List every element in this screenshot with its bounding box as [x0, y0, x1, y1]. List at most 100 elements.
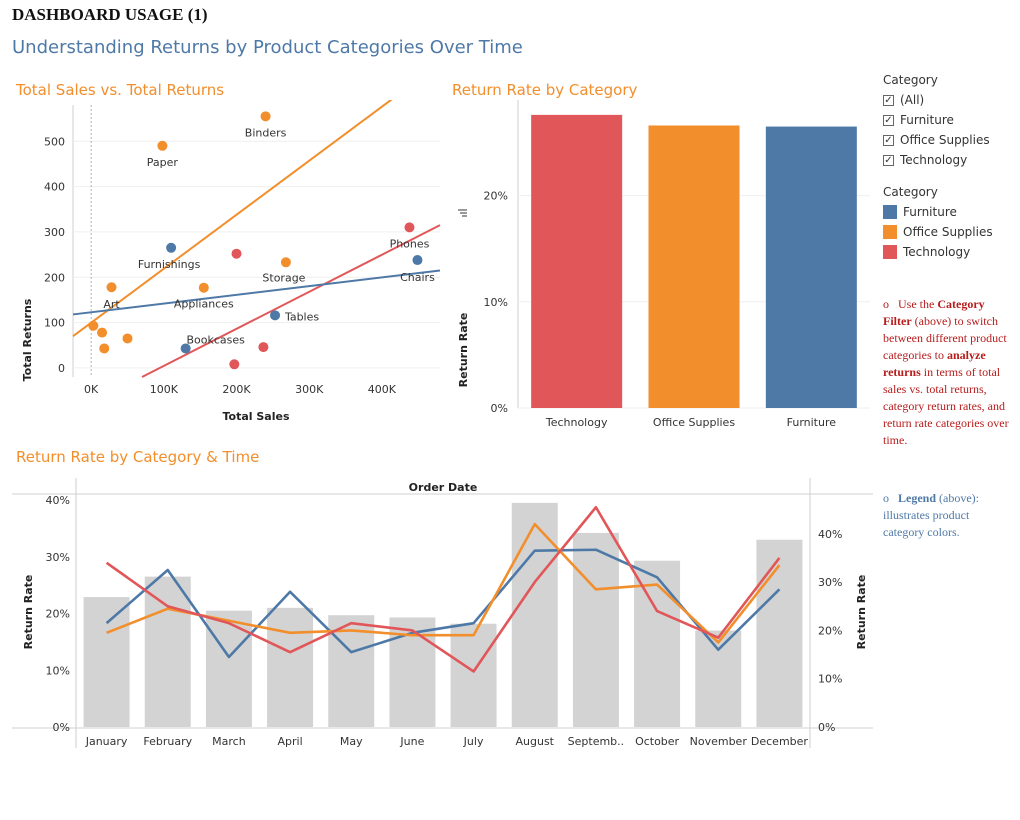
- category-bar: [531, 114, 623, 409]
- filter-option-all[interactable]: ✓ (All): [883, 90, 990, 110]
- trend-line: [72, 100, 393, 338]
- checkbox-checked-icon[interactable]: ✓: [883, 134, 894, 146]
- category-filter: Category ✓ (All) ✓ Furniture ✓ Office Su…: [883, 73, 990, 170]
- bar-x-tick-label: Furniture: [787, 416, 837, 429]
- series-line: [106, 522, 781, 644]
- legend-item-label: Office Supplies: [903, 225, 993, 239]
- month-bar: [450, 623, 497, 727]
- scatter-y-tick-label: 200: [44, 271, 65, 284]
- bar-x-tick-label: Office Supplies: [653, 416, 735, 429]
- note-bold-text: analyze returns: [883, 348, 986, 379]
- scatter-y-tick-label: 100: [44, 317, 65, 330]
- category-bar: [765, 126, 857, 408]
- scatter-title: Total Sales vs. Total Returns: [16, 81, 225, 99]
- bar-title: Return Rate by Category: [452, 81, 638, 99]
- note-text: (above): illustrates product category co…: [883, 491, 979, 539]
- filter-option-furniture[interactable]: ✓ Furniture: [883, 110, 990, 130]
- timeline-x-tick-label: November: [690, 735, 748, 748]
- scatter-x-tick-label: 0K: [84, 383, 99, 396]
- timeline-x-tick-label: April: [278, 735, 303, 748]
- timeline-right-tick-label: 40%: [818, 528, 842, 541]
- note-bold-text: Category Filter: [883, 297, 985, 328]
- timeline-right-tick-label: 30%: [818, 576, 842, 589]
- scatter-point-label: Bookcases: [186, 333, 245, 346]
- sort-icon[interactable]: [458, 209, 467, 217]
- scatter-point-label: Phones: [390, 237, 430, 250]
- timeline-x-tick-label: October: [635, 735, 679, 748]
- checkbox-checked-icon[interactable]: ✓: [883, 94, 894, 106]
- month-bar: [205, 610, 252, 727]
- filter-option-label: Technology: [900, 153, 968, 167]
- scatter-point: [231, 248, 242, 259]
- scatter-y-tick-label: 300: [44, 226, 65, 239]
- note-bullet: o: [883, 491, 889, 505]
- note-text: in terms of total sales vs. total return…: [883, 365, 1009, 447]
- month-bar: [328, 615, 375, 727]
- scatter-point: [412, 255, 423, 266]
- legend-note: o Legend (above): illustrates product ca…: [883, 490, 1013, 541]
- timeline-x-tick-label: August: [516, 735, 555, 748]
- bar-y-tick-label: 20%: [484, 190, 508, 203]
- filter-heading: Category: [883, 73, 938, 87]
- scatter-point: [99, 343, 110, 354]
- scatter-point: [180, 343, 191, 354]
- legend-item-label: Technology: [903, 245, 971, 259]
- category-bar: [648, 125, 740, 408]
- scatter-point: [157, 140, 168, 151]
- filter-option-label: (All): [900, 93, 925, 107]
- note-bold-text: Legend: [898, 491, 937, 505]
- scatter-x-tick-label: 200K: [222, 383, 251, 396]
- trend-line: [72, 269, 441, 316]
- timeline-left-tick-label: 0%: [53, 721, 70, 734]
- scatter-chart: 0 100 200 300 400 500 0K 100K 200K 300K 400K Binde…: [21, 100, 441, 423]
- month-bar: [572, 532, 619, 727]
- return-rate-bar-chart: Technology Office Supplies Furniture 0% 10% 2…: [457, 100, 870, 429]
- scatter-point: [229, 359, 240, 370]
- scatter-y-axis-title: Total Returns: [21, 298, 34, 381]
- checkbox-checked-icon[interactable]: ✓: [883, 154, 894, 166]
- return-rate-time-chart: January February March April May June July Augu…: [12, 478, 873, 748]
- scatter-point-label: Appliances: [174, 298, 234, 311]
- scatter-y-tick-label: 500: [44, 135, 65, 148]
- legend-item-furniture[interactable]: Furniture: [883, 202, 993, 222]
- scatter-point: [260, 111, 271, 122]
- scatter-point: [198, 282, 209, 293]
- timeline-right-y-axis-title: Return Rate: [855, 575, 868, 650]
- dashboard-subtitle: Understanding Returns by Product Categor…: [12, 37, 523, 58]
- timeline-x-tick-label: January: [85, 735, 128, 748]
- scatter-x-tick-label: 100K: [150, 383, 179, 396]
- timeline-left-tick-label: 10%: [46, 664, 70, 677]
- legend-item-technology[interactable]: Technology: [883, 242, 993, 262]
- scatter-x-tick-label: 400K: [368, 383, 397, 396]
- scatter-point: [122, 333, 133, 344]
- checkbox-checked-icon[interactable]: ✓: [883, 114, 894, 126]
- month-bar: [695, 630, 742, 727]
- legend-item-office-supplies[interactable]: Office Supplies: [883, 222, 993, 242]
- timeline-x-tick-label: March: [212, 735, 246, 748]
- dashboard-title: DASHBOARD USAGE (1): [12, 5, 208, 24]
- month-bar: [83, 597, 130, 727]
- note-bullet: o: [883, 297, 889, 311]
- filter-option-label: Office Supplies: [900, 133, 990, 147]
- scatter-x-axis-title: Total Sales: [222, 410, 289, 423]
- scatter-y-tick-label: 0: [58, 362, 65, 375]
- scatter-point-label: Tables: [284, 310, 319, 323]
- scatter-point-label: Furnishings: [138, 258, 201, 271]
- legend-swatch: [883, 245, 897, 259]
- filter-option-technology[interactable]: ✓ Technology: [883, 150, 990, 170]
- filter-option-office-supplies[interactable]: ✓ Office Supplies: [883, 130, 990, 150]
- scatter-point: [106, 282, 117, 293]
- series-line: [105, 505, 781, 673]
- scatter-point-label: Art: [103, 298, 120, 311]
- legend-heading: Category: [883, 185, 938, 199]
- timeline-left-tick-label: 20%: [46, 608, 70, 621]
- timeline-x-tick-label: Septemb..: [568, 735, 625, 748]
- note-text: (above) to switch between different prod…: [883, 314, 1007, 362]
- scatter-point: [280, 257, 291, 268]
- scatter-point: [97, 327, 108, 338]
- scatter-y-tick-label: 400: [44, 181, 65, 194]
- note-text: Use the: [898, 297, 938, 311]
- legend-item-label: Furniture: [903, 205, 957, 219]
- scatter-point: [404, 222, 415, 233]
- color-legend: Category Furniture Office Supplies Techn…: [883, 185, 993, 262]
